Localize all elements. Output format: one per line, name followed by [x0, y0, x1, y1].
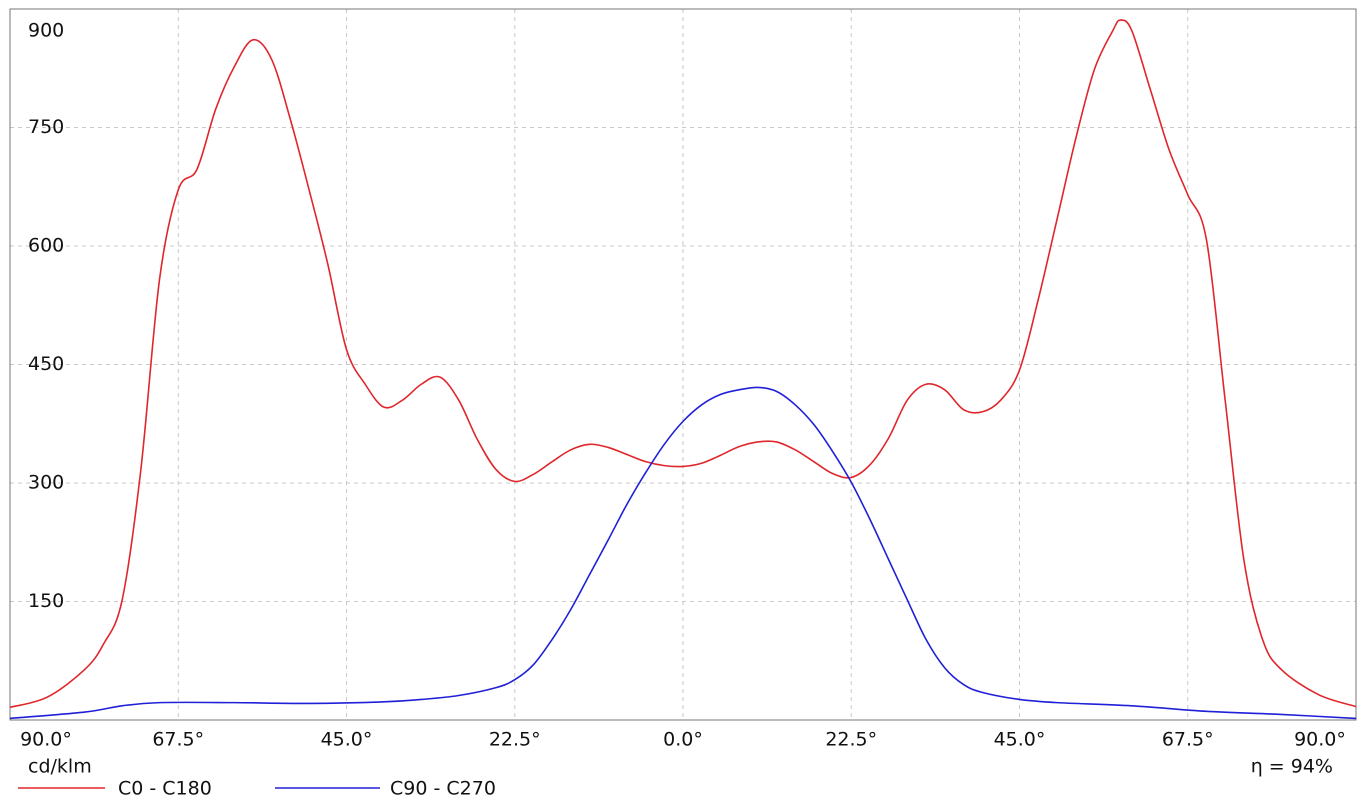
legend-label: C90 - C270	[390, 778, 496, 800]
y-unit-label: cd/klm	[28, 756, 92, 778]
x-tick-label: 22.5°	[825, 729, 877, 751]
data-line	[9, 386, 1357, 720]
y-tick-label: 900	[28, 20, 64, 42]
x-tick-label: 45.0°	[321, 729, 373, 751]
y-tick-label: 300	[28, 472, 64, 494]
x-tick-label: 90.0°	[20, 729, 72, 751]
x-tick-label: 22.5°	[489, 729, 541, 751]
y-tick-label: 150	[28, 590, 64, 612]
y-tick-label: 450	[28, 353, 64, 375]
efficiency-annotation: η = 94%	[1251, 756, 1333, 778]
y-tick-label: 600	[28, 235, 64, 257]
x-tick-label: 0.0°	[663, 729, 703, 751]
x-tick-label: 67.5°	[1162, 729, 1214, 751]
x-tick-label: 45.0°	[994, 729, 1046, 751]
plot-frame	[9, 8, 1357, 721]
y-tick-label: 750	[28, 116, 64, 138]
x-tick-label: 90.0°	[1294, 729, 1346, 751]
x-tick-label: 67.5°	[152, 729, 204, 751]
legend-label: C0 - C180	[118, 778, 212, 800]
data-line	[9, 19, 1357, 709]
